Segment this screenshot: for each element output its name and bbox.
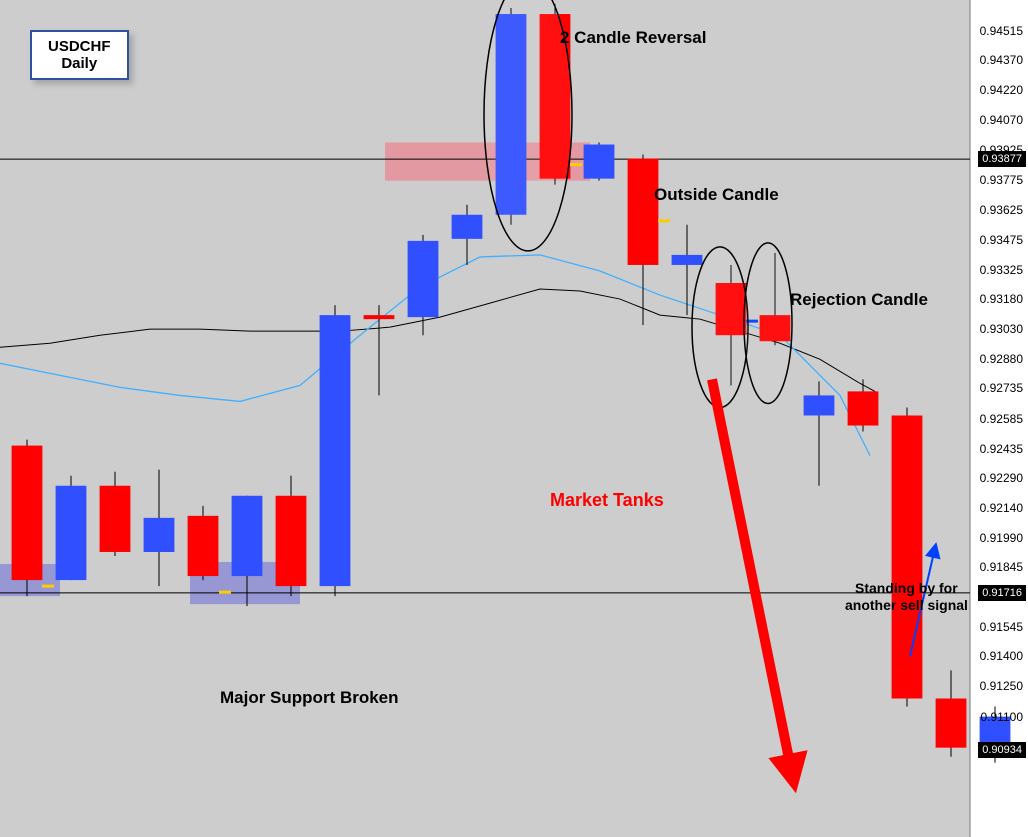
y-tick-label: 0.92585: [980, 412, 1023, 426]
candle: [584, 145, 615, 179]
y-tick-label: 0.93625: [980, 203, 1023, 217]
y-tick-label: 0.93030: [980, 322, 1023, 336]
annotation-text: Major Support Broken: [220, 688, 399, 708]
y-tick-label: 0.94515: [980, 24, 1023, 38]
y-tick-label: 0.93180: [980, 292, 1023, 306]
y-tick-label: 0.92140: [980, 501, 1023, 515]
annotation-text: Outside Candle: [654, 185, 779, 205]
candle: [672, 255, 703, 265]
candle: [320, 315, 351, 586]
y-tick-label: 0.91250: [980, 679, 1023, 693]
ellipse-annotation: [744, 243, 792, 404]
y-tick-label: 0.91100: [981, 710, 1024, 724]
ellipse-annotation: [692, 247, 748, 408]
annotation-text: Standing by for: [855, 580, 958, 596]
y-tick-label: 0.93775: [980, 173, 1023, 187]
candle: [848, 391, 879, 425]
annotation-text: 2 Candle Reversal: [560, 28, 706, 48]
symbol-label: USDCHF: [48, 38, 111, 55]
chart-title-box: USDCHFDaily: [30, 30, 129, 80]
y-tick-label: 0.91545: [980, 620, 1023, 634]
y-tick-label: 0.94070: [980, 113, 1023, 127]
candle: [628, 159, 659, 265]
candle: [232, 496, 263, 576]
annotation-text: another sell signal: [845, 597, 968, 613]
candle: [892, 415, 923, 698]
timeframe-label: Daily: [48, 55, 111, 72]
y-tick-label: 0.93475: [980, 233, 1023, 247]
candle: [276, 496, 307, 586]
candle: [452, 215, 483, 239]
candle: [12, 446, 43, 580]
y-tick-label: 0.93325: [980, 263, 1023, 277]
candle: [144, 518, 175, 552]
y-tick-label: 0.91990: [980, 531, 1023, 545]
candle: [100, 486, 131, 552]
y-tick-label: 0.92290: [980, 471, 1023, 485]
candle: [188, 516, 219, 576]
price-tag: 0.91716: [978, 585, 1026, 601]
candle: [364, 315, 395, 319]
y-tick-label: 0.91845: [980, 560, 1023, 574]
candle: [408, 241, 439, 317]
candle: [804, 395, 835, 415]
candle: [936, 699, 967, 748]
y-tick-label: 0.92435: [980, 442, 1023, 456]
y-tick-label: 0.94370: [980, 53, 1023, 67]
chart-container: 0.945150.943700.942200.940700.939250.937…: [0, 0, 1028, 837]
y-tick-label: 0.91400: [980, 649, 1023, 663]
candle: [56, 486, 87, 580]
price-tag: 0.93877: [978, 151, 1026, 167]
price-tag: 0.90934: [978, 742, 1026, 758]
y-tick-label: 0.92880: [980, 352, 1023, 366]
y-tick-label: 0.92735: [980, 381, 1023, 395]
annotation-text: Rejection Candle: [790, 290, 928, 310]
y-tick-label: 0.94220: [980, 83, 1023, 97]
annotation-text: Market Tanks: [550, 490, 664, 511]
ellipse-annotation: [484, 0, 572, 251]
